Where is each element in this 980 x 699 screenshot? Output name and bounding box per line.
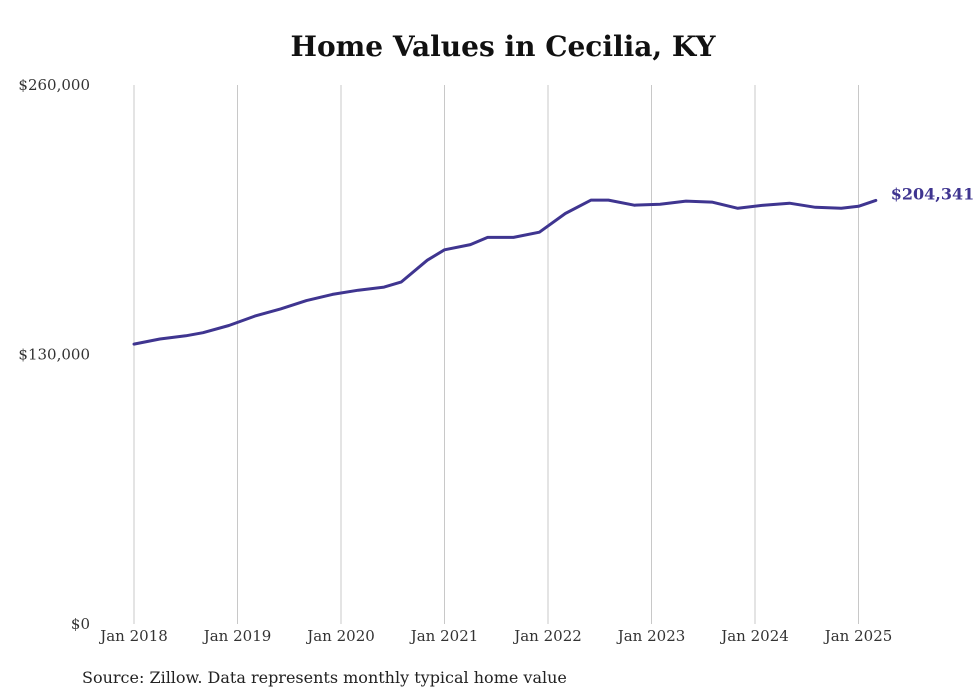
x-tick-label: Jan 2019 [202,627,272,645]
y-axis-ticks: $260,000 $130,000 $0 [18,76,90,633]
series-line [132,198,878,346]
x-axis-ticks: Jan 2018 Jan 2019 Jan 2020 Jan 2021 Jan 2022… [98,627,892,645]
chart-title: Home Values in Cecilia, KY [290,30,716,63]
series-line-layer: $204,341 [132,184,975,346]
gridlines [133,85,859,624]
y-tick-label: $130,000 [18,346,90,364]
source-note: Source: Zillow. Data represents monthly … [82,668,567,687]
y-tick-label: $0 [71,615,90,633]
x-tick-label: Jan 2020 [305,627,375,645]
x-tick-label: Jan 2018 [98,627,168,645]
x-tick-label: Jan 2022 [512,627,582,645]
x-tick-label: Jan 2021 [409,627,479,645]
x-tick-label: Jan 2023 [616,627,686,645]
end-value-label: $204,341 [891,184,975,203]
x-tick-label: Jan 2025 [823,627,893,645]
y-tick-label: $260,000 [18,76,90,94]
x-tick-label: Jan 2024 [719,627,789,645]
